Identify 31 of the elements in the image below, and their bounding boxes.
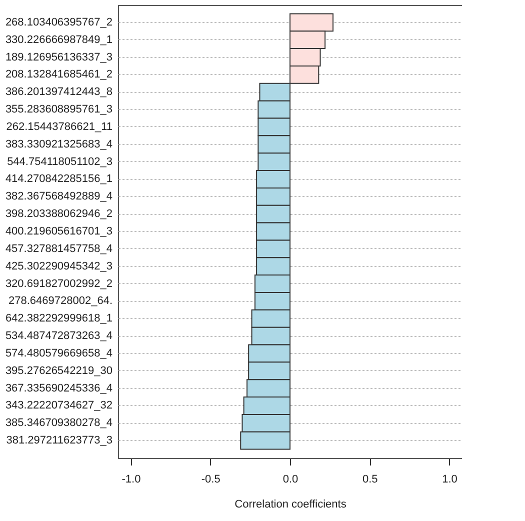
x-tick-label: -0.5: [201, 474, 220, 486]
y-tick-label: 262.15443786621_11: [6, 120, 112, 133]
y-tick-label: 544.754118051102_3: [7, 156, 112, 168]
y-tick-label: 355.283608895761_3: [5, 104, 112, 116]
x-tick-label: -1.0: [122, 474, 141, 486]
y-tick-label: 414.270842285156_1: [5, 173, 112, 186]
x-tick-label: 0.5: [362, 474, 378, 486]
y-tick-label: 330.226666987849_1: [5, 34, 112, 46]
y-tick-label: 457.327881457758_4: [5, 242, 112, 255]
y-tick-label: 189.126956136337_3: [5, 51, 112, 64]
y-tick-label: 320.691827002992_2: [5, 278, 112, 290]
x-axis-title: Correlation coefficients: [234, 498, 347, 510]
y-tick-label: 398.203388062946_2: [5, 208, 112, 220]
y-tick-label: 386.201397412443_8: [5, 86, 112, 98]
x-tick-label: 0.0: [282, 474, 298, 486]
y-tick-label: 574.480579669658_4: [5, 347, 112, 360]
y-tick-label: 385.346709380278_4: [5, 417, 112, 430]
y-tick-label: 208.132841685461_2: [5, 68, 112, 81]
y-tick-label: 381.297211623773_3: [6, 434, 112, 447]
y-tick-label: 383.330921325683_4: [5, 138, 112, 150]
y-tick-label: 268.103406395767_2: [5, 16, 112, 28]
y-tick-label: 278.6469728002_64.: [8, 295, 112, 308]
y-tick-label: 367.335690245336_4: [5, 382, 112, 394]
y-tick-label: 400.219605616701_3: [5, 226, 112, 238]
y-tick-label: 425.302290945342_3: [5, 260, 112, 272]
y-tick-label: 343.22220734627_32: [5, 400, 112, 412]
x-tick-label: 1.0: [442, 474, 458, 486]
y-tick-label: 534.487472873263_4: [5, 330, 112, 342]
y-tick-label: 642.382292999618_1: [5, 312, 112, 325]
y-tick-label: 395.27626542219_30: [5, 364, 112, 377]
y-tick-label: 382.367568492889_4: [5, 190, 112, 203]
